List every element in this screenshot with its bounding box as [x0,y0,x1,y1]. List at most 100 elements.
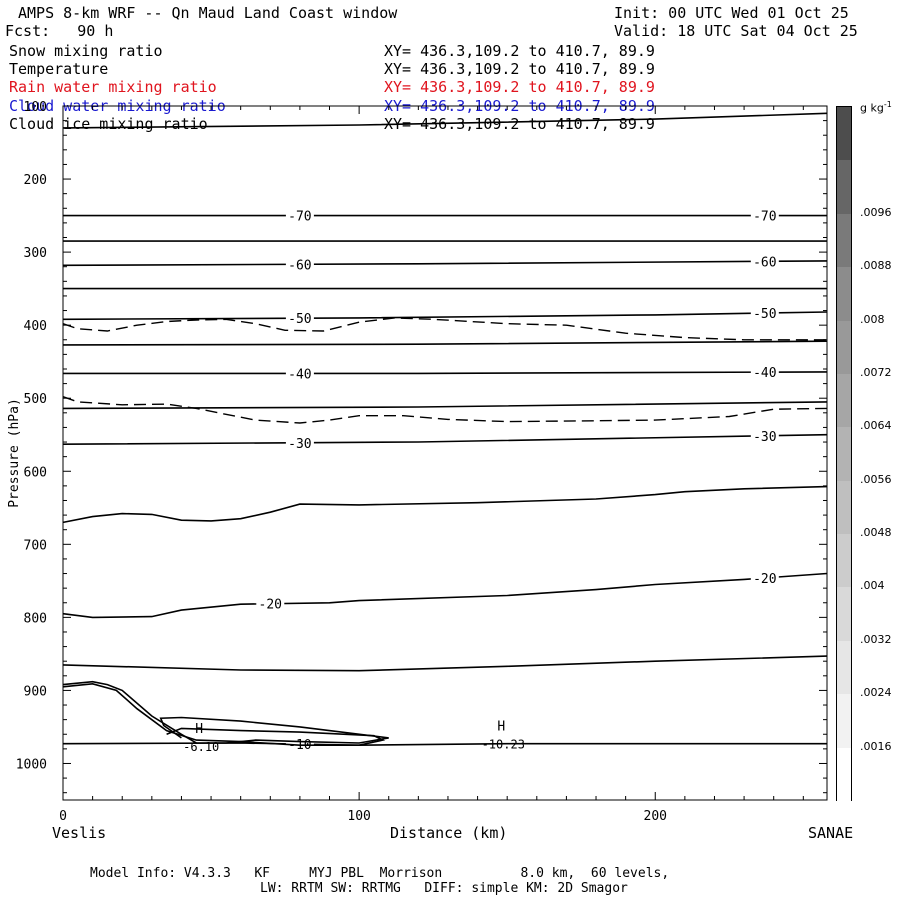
x-tick-label: 0 [59,809,67,824]
colorbar-tick-label: .0088 [860,259,892,273]
y-tick-label: 700 [24,538,47,553]
isotherm-label-bg [750,569,779,584]
isotherm-label-bg [285,736,314,751]
isotherm [62,311,828,321]
isotherm-label-bg [285,310,314,325]
colorbar-tick-label: .0056 [860,472,892,486]
x-axis-label: Distance (km) [390,824,508,842]
left-endpoint-label: Veslis [52,824,107,842]
colorbar-cell [836,319,852,374]
isotherm-label-bg [750,427,779,442]
y-tick-label: 600 [24,465,47,480]
isotherm [62,655,828,672]
colorbar-tick-label: .0032 [860,632,892,646]
isotherm-label-bg [256,595,285,610]
colorbar-cell [836,533,852,588]
isotherm-label: -30 [288,437,311,452]
model-info: Model Info: V4.3.3 KF MYJ PBL Morrison 8… [90,866,670,881]
isotherm-label: -70 [288,210,311,225]
field-snow: Snow mixing ratio [9,42,163,60]
y-tick-label: 100 [24,100,47,115]
colorbar-tick-label: .0064 [860,419,892,433]
colorbar-cell [836,106,852,161]
colorbar-unit: g kg-1 [860,100,892,115]
xy-snow: XY= 436.3,109.2 to 410.7, 89.9 [384,42,655,60]
y-tick-label: 1000 [16,757,47,772]
forecast-label: Fcst: 90 h [5,22,114,40]
isotherm [62,682,386,746]
colorbar-tick-label: .004 [860,579,885,593]
right-endpoint-label: SANAE [808,824,854,842]
colorbar-cell [836,693,852,748]
isotherm-label: -70 [753,210,776,225]
isotherm-label: -60 [753,255,776,270]
isotherm-label: -20 [753,572,776,587]
colorbar-cell [836,746,852,801]
snow-mixing-dashed-line [62,396,828,424]
colorbar-cell [836,639,852,695]
colorbar-tick-label: .008 [860,312,885,326]
isotherm-label: -20 [259,598,282,613]
colorbar-cell [836,479,852,535]
snow-mixing-dashed-line [62,317,827,341]
isotherm [62,260,828,267]
model-physics: LW: RRTM SW: RRTMG DIFF: simple KM: 2D S… [260,881,628,896]
isotherm [62,340,828,346]
colorbar-cell [836,159,852,214]
field-temperature: Temperature [9,60,109,78]
isotherm-label-bg [285,207,314,222]
high-value: -10.23 [482,738,525,752]
colorbar-cell [836,426,852,481]
y-axis-label: Pressure (hPa) [7,398,22,508]
tropopause-line [62,112,828,129]
isotherm-label: -60 [288,258,311,273]
isotherm-label: -40 [288,367,311,382]
isotherm [62,572,828,619]
isotherm-label-bg [750,305,779,320]
xy-temperature: XY= 436.3,109.2 to 410.7, 89.9 [384,60,655,78]
isotherm-label: -30 [753,430,776,445]
colorbar-cell [836,212,852,268]
isotherm [62,485,828,524]
title: AMPS 8-km WRF -- Qn Maud Land Coast wind… [18,4,398,22]
xy-rain: XY= 436.3,109.2 to 410.7, 89.9 [384,78,655,96]
isotherm [62,433,828,445]
isotherm [63,371,828,375]
y-tick-label: 400 [24,319,47,334]
y-tick-label: 300 [24,246,47,261]
isotherm-label: -40 [753,366,776,381]
valid-time: Valid: 18 UTC Sat 04 Oct 25 [614,22,858,40]
high-marker: H [497,720,505,735]
isotherm-label-bg [285,434,314,449]
colorbar-cell [836,266,852,321]
x-tick-label: 100 [347,809,370,824]
colorbar-tick-label: .0048 [860,526,892,540]
isotherm-label-bg [750,253,779,268]
isotherm-label: -50 [753,307,776,322]
colorbar-tick-label: .0024 [860,686,892,700]
y-tick-label: 900 [24,684,47,699]
plot-frame [62,105,828,801]
isotherm-label-bg [285,365,314,380]
y-tick-label: 200 [24,173,47,188]
y-tick-label: 500 [24,392,47,407]
high-marker: H [195,722,203,737]
isotherm-label: -50 [288,312,311,327]
isotherm-label-bg [750,207,779,222]
field-rain: Rain water mixing ratio [9,78,217,96]
init-time: Init: 00 UTC Wed 01 Oct 25 [614,4,849,22]
colorbar-tick-label: .0096 [860,205,892,219]
colorbar-tick-label: .0016 [860,739,892,753]
isotherm [62,742,827,747]
colorbar-cell [836,372,852,428]
high-value: -6.10 [183,740,219,754]
isotherm [62,680,389,744]
isotherm-label-bg [750,364,779,379]
isotherm-label-bg [285,256,314,271]
x-tick-label: 200 [644,809,667,824]
colorbar-cell [836,586,852,641]
colorbar-tick-label: .0072 [860,365,892,379]
isotherm [62,401,828,410]
